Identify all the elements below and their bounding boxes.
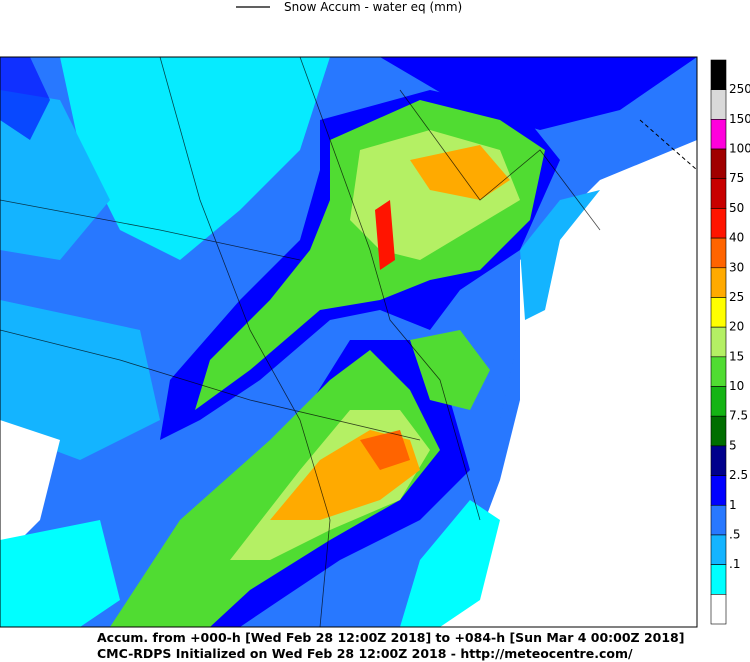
- colorbar-swatch: [710, 326, 727, 358]
- colorbar-swatch: [710, 208, 727, 239]
- colorbar-label: .1: [729, 557, 740, 571]
- colorbar: 250 150 100 75 50 40 30 25 20 15 10 7.5 5 2.5 1 .5 .1: [710, 59, 750, 625]
- colorbar-swatch: [710, 59, 727, 90]
- colorbar-swatch: [710, 89, 727, 120]
- colorbar-swatch: [710, 119, 727, 150]
- colorbar-label: 250: [729, 82, 750, 96]
- colorbar-label: 15: [729, 349, 744, 363]
- colorbar-swatch: [710, 356, 727, 387]
- colorbar-swatch: [710, 594, 727, 625]
- colorbar-label: 150: [729, 112, 750, 126]
- footer-line: CMC-RDPS Initialized on Wed Feb 28 12:00…: [97, 646, 633, 661]
- colorbar-label: 2.5: [729, 468, 748, 482]
- colorbar-label: 40: [729, 231, 744, 245]
- colorbar-swatch: [710, 237, 727, 269]
- colorbar-swatch: [710, 148, 727, 180]
- colorbar-swatch: [710, 534, 727, 565]
- colorbar-label: 10: [729, 379, 744, 393]
- colorbar-label: 75: [729, 171, 744, 185]
- legend-text: Snow Accum - water eq (mm): [284, 0, 462, 14]
- colorbar-swatch: [710, 564, 727, 595]
- colorbar-label: 50: [729, 201, 744, 215]
- footer-line: Accum. from +000-h [Wed Feb 28 12:00Z 20…: [97, 630, 684, 645]
- colorbar-label: 100: [729, 142, 750, 156]
- colorbar-label: 30: [729, 260, 744, 274]
- colorbar-swatch: [710, 178, 727, 209]
- map: [0, 56, 698, 628]
- colorbar-label: 25: [729, 290, 744, 304]
- colorbar-swatch: [710, 267, 727, 298]
- colorbar-swatch: [710, 475, 727, 506]
- colorbar-swatch: [710, 415, 727, 447]
- colorbar-label: 7.5: [729, 409, 748, 423]
- colorbar-label: .5: [729, 527, 740, 541]
- colorbar-label: 20: [729, 320, 744, 334]
- colorbar-swatch: [710, 504, 727, 536]
- colorbar-swatch: [710, 445, 727, 476]
- colorbar-label: 5: [729, 438, 737, 452]
- colorbar-swatch: [710, 297, 727, 328]
- colorbar-swatch: [710, 386, 727, 417]
- colorbar-label: 1: [729, 498, 737, 512]
